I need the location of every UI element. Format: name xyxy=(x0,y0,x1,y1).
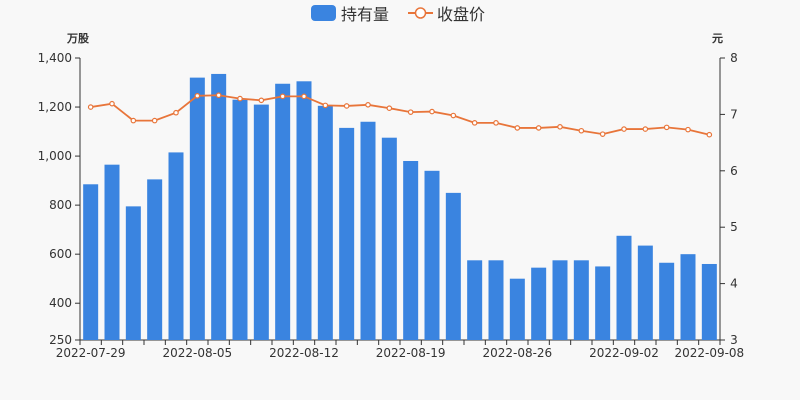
axes: 250 400 600 800 1,000 1,200 1,400 3 4 5 6 7 8 2022-07… xyxy=(38,51,745,360)
price-point[interactable] xyxy=(642,126,649,132)
legend-item-bar[interactable]: 持有量 xyxy=(311,5,389,24)
bar[interactable] xyxy=(317,105,333,341)
bar[interactable] xyxy=(189,77,205,340)
bar[interactable] xyxy=(573,260,589,340)
price-point[interactable] xyxy=(173,109,179,116)
price-point[interactable] xyxy=(130,117,137,124)
legend-line-label: 收盘价 xyxy=(437,5,485,24)
bar[interactable] xyxy=(211,73,227,340)
bar[interactable] xyxy=(659,262,675,340)
y-left-tick-label: 1,200 xyxy=(38,100,72,114)
price-point[interactable] xyxy=(151,117,158,124)
price-point[interactable] xyxy=(450,112,457,119)
price-line xyxy=(90,94,710,136)
price-point[interactable] xyxy=(386,105,393,111)
price-point[interactable] xyxy=(365,102,371,108)
price-point[interactable] xyxy=(599,131,606,137)
y-right-tick-label: 5 xyxy=(730,220,738,234)
bar[interactable] xyxy=(531,267,547,340)
bar[interactable] xyxy=(701,263,717,340)
y-right-tick-label: 7 xyxy=(730,107,738,121)
bar[interactable] xyxy=(680,254,696,340)
bar[interactable] xyxy=(125,206,141,340)
x-tick-label: 2022-08-19 xyxy=(376,346,446,360)
x-tick-label: 2022-09-02 xyxy=(589,346,659,360)
x-tick-label: 2022-08-12 xyxy=(269,346,339,360)
bar[interactable] xyxy=(232,99,248,341)
bar[interactable] xyxy=(595,266,611,340)
price-point[interactable] xyxy=(663,124,670,131)
x-tick-label: 2022-08-26 xyxy=(482,346,552,360)
y-right-tick-label: 4 xyxy=(730,277,738,291)
price-point[interactable] xyxy=(109,100,115,107)
y-left-tick-label: 600 xyxy=(49,247,72,261)
legend-line-marker xyxy=(414,7,427,19)
bar[interactable] xyxy=(467,260,483,340)
price-point[interactable] xyxy=(258,97,265,104)
bar[interactable] xyxy=(488,260,504,340)
legend-bar-swatch xyxy=(311,5,336,21)
bar[interactable] xyxy=(83,184,99,340)
bar[interactable] xyxy=(104,164,120,340)
y-left-tick-label: 800 xyxy=(49,198,72,212)
price-point[interactable] xyxy=(215,92,222,99)
x-tick-label: 2022-09-08 xyxy=(674,346,744,360)
price-point[interactable] xyxy=(279,93,286,100)
bar[interactable] xyxy=(616,235,632,340)
price-point[interactable] xyxy=(621,126,627,132)
legend-item-line[interactable]: 收盘价 xyxy=(408,5,485,24)
price-point[interactable] xyxy=(706,131,713,138)
bar[interactable] xyxy=(296,81,312,340)
bar[interactable] xyxy=(275,83,291,340)
price-point[interactable] xyxy=(194,92,201,99)
bar-series xyxy=(83,73,717,341)
y-left-tick-label: 400 xyxy=(49,296,72,310)
y-right-tick-label: 3 xyxy=(730,333,738,347)
bar[interactable] xyxy=(509,278,525,340)
price-point[interactable] xyxy=(535,125,542,131)
bar[interactable] xyxy=(168,152,184,340)
bar[interactable] xyxy=(424,170,440,340)
price-point[interactable] xyxy=(301,93,307,100)
y-left-unit: 万股 xyxy=(66,32,90,45)
y-left-tick-label: 250 xyxy=(49,333,72,347)
price-point[interactable] xyxy=(322,102,329,109)
y-left-tick-label: 1,000 xyxy=(38,149,72,163)
bar[interactable] xyxy=(147,179,163,340)
price-point[interactable] xyxy=(429,108,435,115)
bar[interactable] xyxy=(637,245,653,340)
bar[interactable] xyxy=(445,192,461,340)
x-tick-label: 2022-07-29 xyxy=(56,346,126,360)
line-series xyxy=(87,92,713,138)
legend-bar-label: 持有量 xyxy=(341,5,389,24)
bar[interactable] xyxy=(552,260,568,340)
y-right-unit: 元 xyxy=(712,32,723,45)
bar[interactable] xyxy=(253,104,269,340)
price-point[interactable] xyxy=(514,125,521,131)
price-point[interactable] xyxy=(471,120,478,126)
legend[interactable]: 持有量 收盘价 xyxy=(311,5,485,24)
price-point[interactable] xyxy=(493,120,499,126)
price-point[interactable] xyxy=(557,124,563,130)
x-tick-label: 2022-08-05 xyxy=(162,346,232,360)
price-point[interactable] xyxy=(407,109,414,115)
price-point[interactable] xyxy=(578,127,585,134)
price-point[interactable] xyxy=(685,126,691,133)
y-left-tick-label: 1,400 xyxy=(38,51,72,65)
price-point[interactable] xyxy=(343,103,350,109)
y-right-tick-label: 8 xyxy=(730,51,738,65)
y-right-tick-label: 6 xyxy=(730,164,738,178)
bar[interactable] xyxy=(403,160,419,340)
price-point[interactable] xyxy=(87,104,94,110)
price-point[interactable] xyxy=(237,95,243,102)
bar[interactable] xyxy=(360,121,376,340)
bar[interactable] xyxy=(339,127,355,340)
bar[interactable] xyxy=(381,137,397,340)
